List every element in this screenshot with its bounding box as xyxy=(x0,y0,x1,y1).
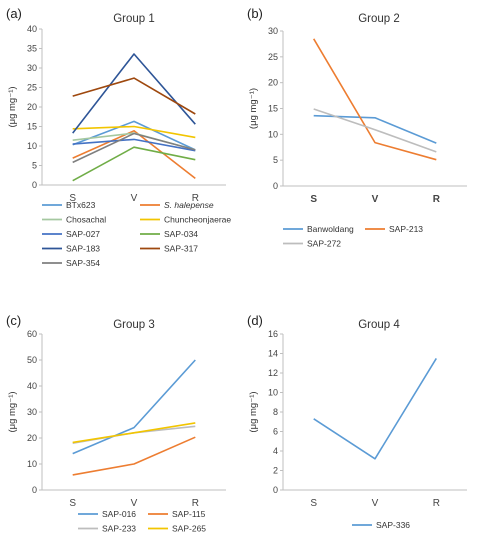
x-tick-label: V xyxy=(372,498,379,509)
series-line xyxy=(72,422,196,444)
series-line xyxy=(72,120,196,151)
series-line xyxy=(72,77,196,115)
chart-title: Group 3 xyxy=(113,319,155,331)
series-line xyxy=(72,425,196,444)
y-tick-label: 25 xyxy=(268,52,278,62)
x-tick-label: S xyxy=(69,498,76,509)
y-tick-label: 12 xyxy=(268,368,278,378)
legend-entry: SAP-272 xyxy=(307,239,341,249)
x-tick-label: V xyxy=(131,193,138,204)
panel-label: (d) xyxy=(247,313,263,328)
legend-entry: SAP-183 xyxy=(66,244,100,254)
series-line xyxy=(72,130,196,180)
legend: SAP-336 xyxy=(352,520,410,530)
legend-entry: S. halepense xyxy=(164,200,214,210)
y-tick-label: 0 xyxy=(32,485,37,495)
y-tick-label: 0 xyxy=(273,485,278,495)
x-tick-label: V xyxy=(372,194,379,205)
y-axis-label: (μg mg⁻¹) xyxy=(7,86,18,127)
x-tick-label: S xyxy=(310,194,317,205)
x-tick-label: S xyxy=(310,498,317,509)
legend: Banwoldang SAP-213 SAP-272 xyxy=(283,224,423,249)
y-tick-label: 40 xyxy=(27,24,37,34)
y-tick-label: 30 xyxy=(268,26,278,36)
panel-label: (a) xyxy=(6,6,22,21)
y-axis-label: (μg mg⁻¹) xyxy=(7,391,18,432)
y-tick-label: 10 xyxy=(27,459,37,469)
series-line xyxy=(72,359,196,455)
y-tick-label: 30 xyxy=(27,63,37,73)
legend: SAP-016 SAP-115 SAP-233 SAP-265 xyxy=(78,509,206,534)
y-tick-label: 50 xyxy=(27,355,37,365)
y-tick-label: 8 xyxy=(273,407,278,417)
series-line xyxy=(313,357,437,460)
y-tick-label: 16 xyxy=(268,329,278,339)
panel-label: (c) xyxy=(6,313,21,328)
legend: BTx623 S. halepense Chosachal Chuncheonjaer… xyxy=(42,200,231,268)
legend-entry: Banwoldang xyxy=(307,224,354,234)
legend-entry: Chuncheonjaerae xyxy=(164,215,231,225)
y-tick-label: 40 xyxy=(27,381,37,391)
y-tick-label: 2 xyxy=(273,466,278,476)
y-tick-label: 10 xyxy=(27,141,37,151)
x-tick-label: S xyxy=(69,193,76,204)
y-tick-label: 10 xyxy=(268,129,278,139)
y-tick-label: 10 xyxy=(268,388,278,398)
legend-entry: BTx623 xyxy=(66,200,96,210)
y-tick-label: 30 xyxy=(27,407,37,417)
panel-label: (b) xyxy=(247,6,263,21)
series-line xyxy=(72,138,196,152)
legend-entry: SAP-354 xyxy=(66,258,100,268)
chart-panel-d: (d) Group 4 0 2 4 6 8 10 12 14 16 (μg mg⁻¹) S V R SAP-3… xyxy=(247,313,467,530)
x-tick-label: R xyxy=(433,498,440,509)
y-axis-label: (μg mg⁻¹) xyxy=(248,391,259,432)
x-tick-label: R xyxy=(433,194,441,205)
legend-entry: SAP-265 xyxy=(172,524,206,534)
series-line xyxy=(313,38,437,161)
legend-entry: SAP-034 xyxy=(164,229,198,239)
legend-entry: SAP-317 xyxy=(164,244,198,254)
y-tick-label: 15 xyxy=(268,104,278,114)
chart-panel-b: (b) Group 2 0 5 10 15 20 25 30 (μg mg⁻¹) S V R Banwol… xyxy=(247,6,467,249)
legend-entry: SAP-213 xyxy=(389,224,423,234)
chart-title: Group 1 xyxy=(113,13,155,25)
legend-entry: SAP-016 xyxy=(102,509,136,519)
series-line xyxy=(72,146,196,182)
y-tick-label: 14 xyxy=(268,349,278,359)
x-tick-label: R xyxy=(192,498,199,509)
series-line xyxy=(72,132,196,164)
y-tick-label: 20 xyxy=(268,78,278,88)
series-line xyxy=(72,125,196,139)
y-tick-label: 4 xyxy=(273,446,278,456)
y-tick-label: 60 xyxy=(27,329,37,339)
y-tick-label: 20 xyxy=(27,433,37,443)
x-tick-label: R xyxy=(192,193,199,204)
x-tick-label: V xyxy=(131,498,138,509)
legend-entry: SAP-336 xyxy=(376,520,410,530)
y-tick-label: 6 xyxy=(273,427,278,437)
legend-entry: SAP-233 xyxy=(102,524,136,534)
legend-entry: SAP-115 xyxy=(172,509,206,519)
y-tick-label: 0 xyxy=(273,181,278,191)
chart-title: Group 4 xyxy=(358,319,400,331)
y-tick-label: 20 xyxy=(27,102,37,112)
y-tick-label: 5 xyxy=(273,155,278,165)
y-tick-label: 15 xyxy=(27,122,37,132)
y-tick-label: 0 xyxy=(32,180,37,190)
legend-entry: Chosachal xyxy=(66,215,106,225)
legend-entry: SAP-027 xyxy=(66,229,100,239)
y-axis-label: (μg mg⁻¹) xyxy=(248,88,259,129)
series-line xyxy=(72,53,196,134)
y-tick-label: 35 xyxy=(27,44,37,54)
series-line xyxy=(72,436,196,476)
y-tick-label: 25 xyxy=(27,83,37,93)
series-line xyxy=(313,108,437,153)
y-tick-label: 5 xyxy=(32,161,37,171)
chart-title: Group 2 xyxy=(358,13,400,25)
